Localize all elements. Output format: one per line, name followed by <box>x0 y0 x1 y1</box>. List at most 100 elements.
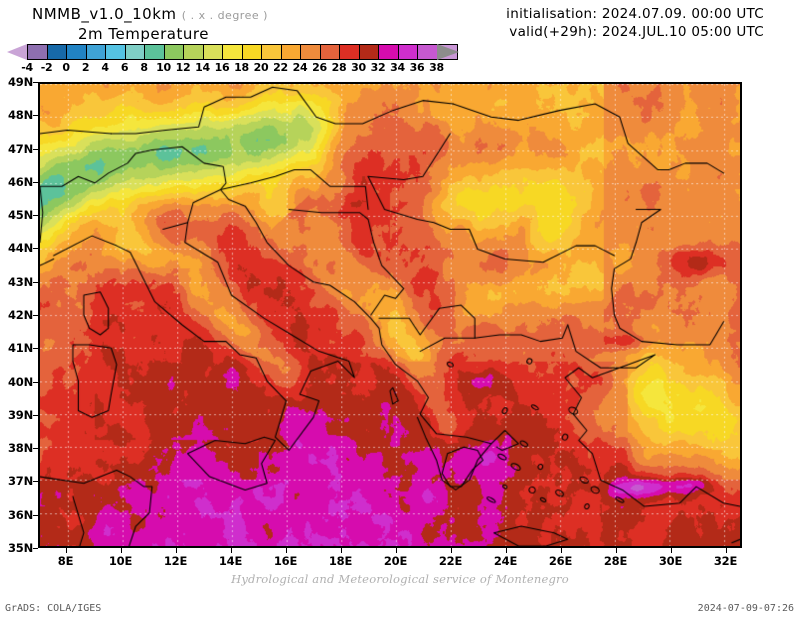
longitude-tick-mark <box>505 548 507 553</box>
latitude-tick-label: 44N <box>7 241 33 256</box>
longitude-tick-label: 22E <box>438 554 463 568</box>
longitude-tick-mark <box>725 548 727 553</box>
longitude-tick-mark <box>230 548 232 553</box>
longitude-tick-mark <box>340 548 342 553</box>
latitude-tick-label: 49N <box>7 75 33 89</box>
colorbar-tick: 12 <box>175 61 191 74</box>
colorbar-band <box>203 45 223 59</box>
initialisation-time: initialisation: 2024.07.09. 00:00 UTC <box>506 6 764 22</box>
temperature-field <box>40 84 740 546</box>
latitude-tick-mark <box>33 82 38 83</box>
colorbar-band <box>340 45 360 59</box>
longitude-tick-mark <box>65 548 67 553</box>
colorbar-band <box>242 45 262 59</box>
longitude-tick-mark <box>450 548 452 553</box>
latitude-tick-mark <box>33 514 38 516</box>
latitude-tick-label: 35N <box>7 541 33 555</box>
colorbar-tick: 28 <box>331 61 347 74</box>
colorbar-band <box>320 45 340 59</box>
colorbar-strip <box>27 44 458 60</box>
colorbar-tick: 38 <box>429 61 444 74</box>
latitude-tick-mark <box>33 248 38 250</box>
latitude-tick-mark <box>33 115 38 117</box>
latitude-tick-label: 43N <box>7 274 33 289</box>
model-name: NMMB_v1.0_10km <box>32 5 177 23</box>
longitude-tick-mark <box>120 548 122 553</box>
colorbar-band <box>28 45 48 59</box>
colorbar-band <box>262 45 282 59</box>
latitude-tick-label: 39N <box>7 407 33 422</box>
valid-time: valid(+29h): 2024.JUL.10 05:00 UTC <box>509 24 764 40</box>
longitude-tick-mark <box>285 548 287 553</box>
colorbar-band <box>223 45 243 59</box>
colorbar-band <box>106 45 126 59</box>
colorbar-band <box>47 45 67 59</box>
colorbar-tick: 6 <box>120 61 129 74</box>
longitude-tick-label: 14E <box>218 554 243 568</box>
longitude-tick-label: 10E <box>108 554 133 568</box>
longitude-tick-label: 26E <box>548 554 573 568</box>
colorbar-band <box>301 45 321 59</box>
longitude-tick-label: 28E <box>603 554 628 568</box>
colorbar-tick: -4 <box>21 61 33 74</box>
colorbar-tick: 10 <box>156 61 171 74</box>
colorbar-tick: 30 <box>351 61 366 74</box>
longitude-tick-mark <box>395 548 397 553</box>
longitude-tick-label: 32E <box>713 554 738 568</box>
colorbar-band <box>67 45 87 59</box>
colorbar-tick: -2 <box>40 61 53 74</box>
colorbar-tick: 24 <box>292 61 308 74</box>
colorbar-band <box>281 45 301 59</box>
map-frame <box>38 82 742 548</box>
colorbar-tick: 20 <box>253 61 269 74</box>
latitude-tick-mark <box>33 381 38 383</box>
colorbar-band <box>86 45 106 59</box>
colorbar-band <box>418 45 438 59</box>
latitude-tick-label: 37N <box>7 474 33 489</box>
colorbar-tick: 22 <box>273 61 288 74</box>
colorbar-tick: 14 <box>195 61 210 74</box>
run-info: initialisation: 2024.07.09. 00:00 UTC va… <box>506 5 764 41</box>
colorbar-tick: 34 <box>390 61 405 74</box>
latitude-tick-label: 42N <box>7 308 33 322</box>
colorbar-band <box>398 45 418 59</box>
latitude-tick-label: 41N <box>7 341 33 356</box>
latitude-tick-mark <box>33 348 38 350</box>
longitude-tick-label: 18E <box>328 554 353 568</box>
map-container[interactable]: 35N 36N 37N 38N 39N 40N 41N 42N 43N 44N 45N 46N 47N 4… <box>8 75 742 568</box>
latitude-tick-mark <box>33 414 38 416</box>
longitude-tick-mark <box>175 548 177 553</box>
latitude-tick-label: 48N <box>7 108 33 123</box>
colorbar-band <box>145 45 165 59</box>
latitude-tick-mark <box>33 548 38 549</box>
colorbar-band <box>359 45 379 59</box>
colorbar-tick: 32 <box>370 61 386 74</box>
longitude-tick-mark <box>615 548 617 553</box>
latitude-tick-label: 47N <box>7 141 33 156</box>
longitude-tick-label: 16E <box>273 554 298 568</box>
software-credit: GrADS: COLA/IGES <box>5 603 102 614</box>
latitude-tick-mark <box>33 215 38 217</box>
latitude-tick-mark <box>33 481 38 483</box>
colorbar-tick: 16 <box>214 61 230 74</box>
colorbar-band <box>379 45 399 59</box>
colorbar-tick: 18 <box>234 61 249 74</box>
colorbar-tick-labels: -4 -2 0 2 4 6 8 10 12 14 16 18 20 22 24 26 28 30 32 34 36 38 <box>21 61 444 75</box>
colorbar-tick: 36 <box>409 61 425 74</box>
colorbar: -4 -2 0 2 4 6 8 10 12 14 16 18 20 22 24 26 28 30 32 34 36 38 <box>5 44 465 74</box>
latitude-tick-mark <box>33 448 38 450</box>
colorbar-tick: 0 <box>62 61 70 74</box>
latitude-tick-mark <box>33 315 38 316</box>
longitude-tick-label: 30E <box>658 554 683 568</box>
colorbar-tick: 26 <box>312 61 327 74</box>
latitude-tick-label: 38N <box>7 441 33 456</box>
longitude-tick-mark <box>670 548 672 553</box>
colorbar-tick: 2 <box>81 61 90 74</box>
colorbar-under-arrow <box>7 44 27 60</box>
longitude-tick-label: 20E <box>383 554 408 568</box>
colorbar-band <box>184 45 204 59</box>
colorbar-band <box>164 45 184 59</box>
model-units: ( . x . degree ) <box>181 9 268 22</box>
latitude-tick-label: 45N <box>7 208 33 223</box>
longitude-tick-label: 24E <box>493 554 518 568</box>
